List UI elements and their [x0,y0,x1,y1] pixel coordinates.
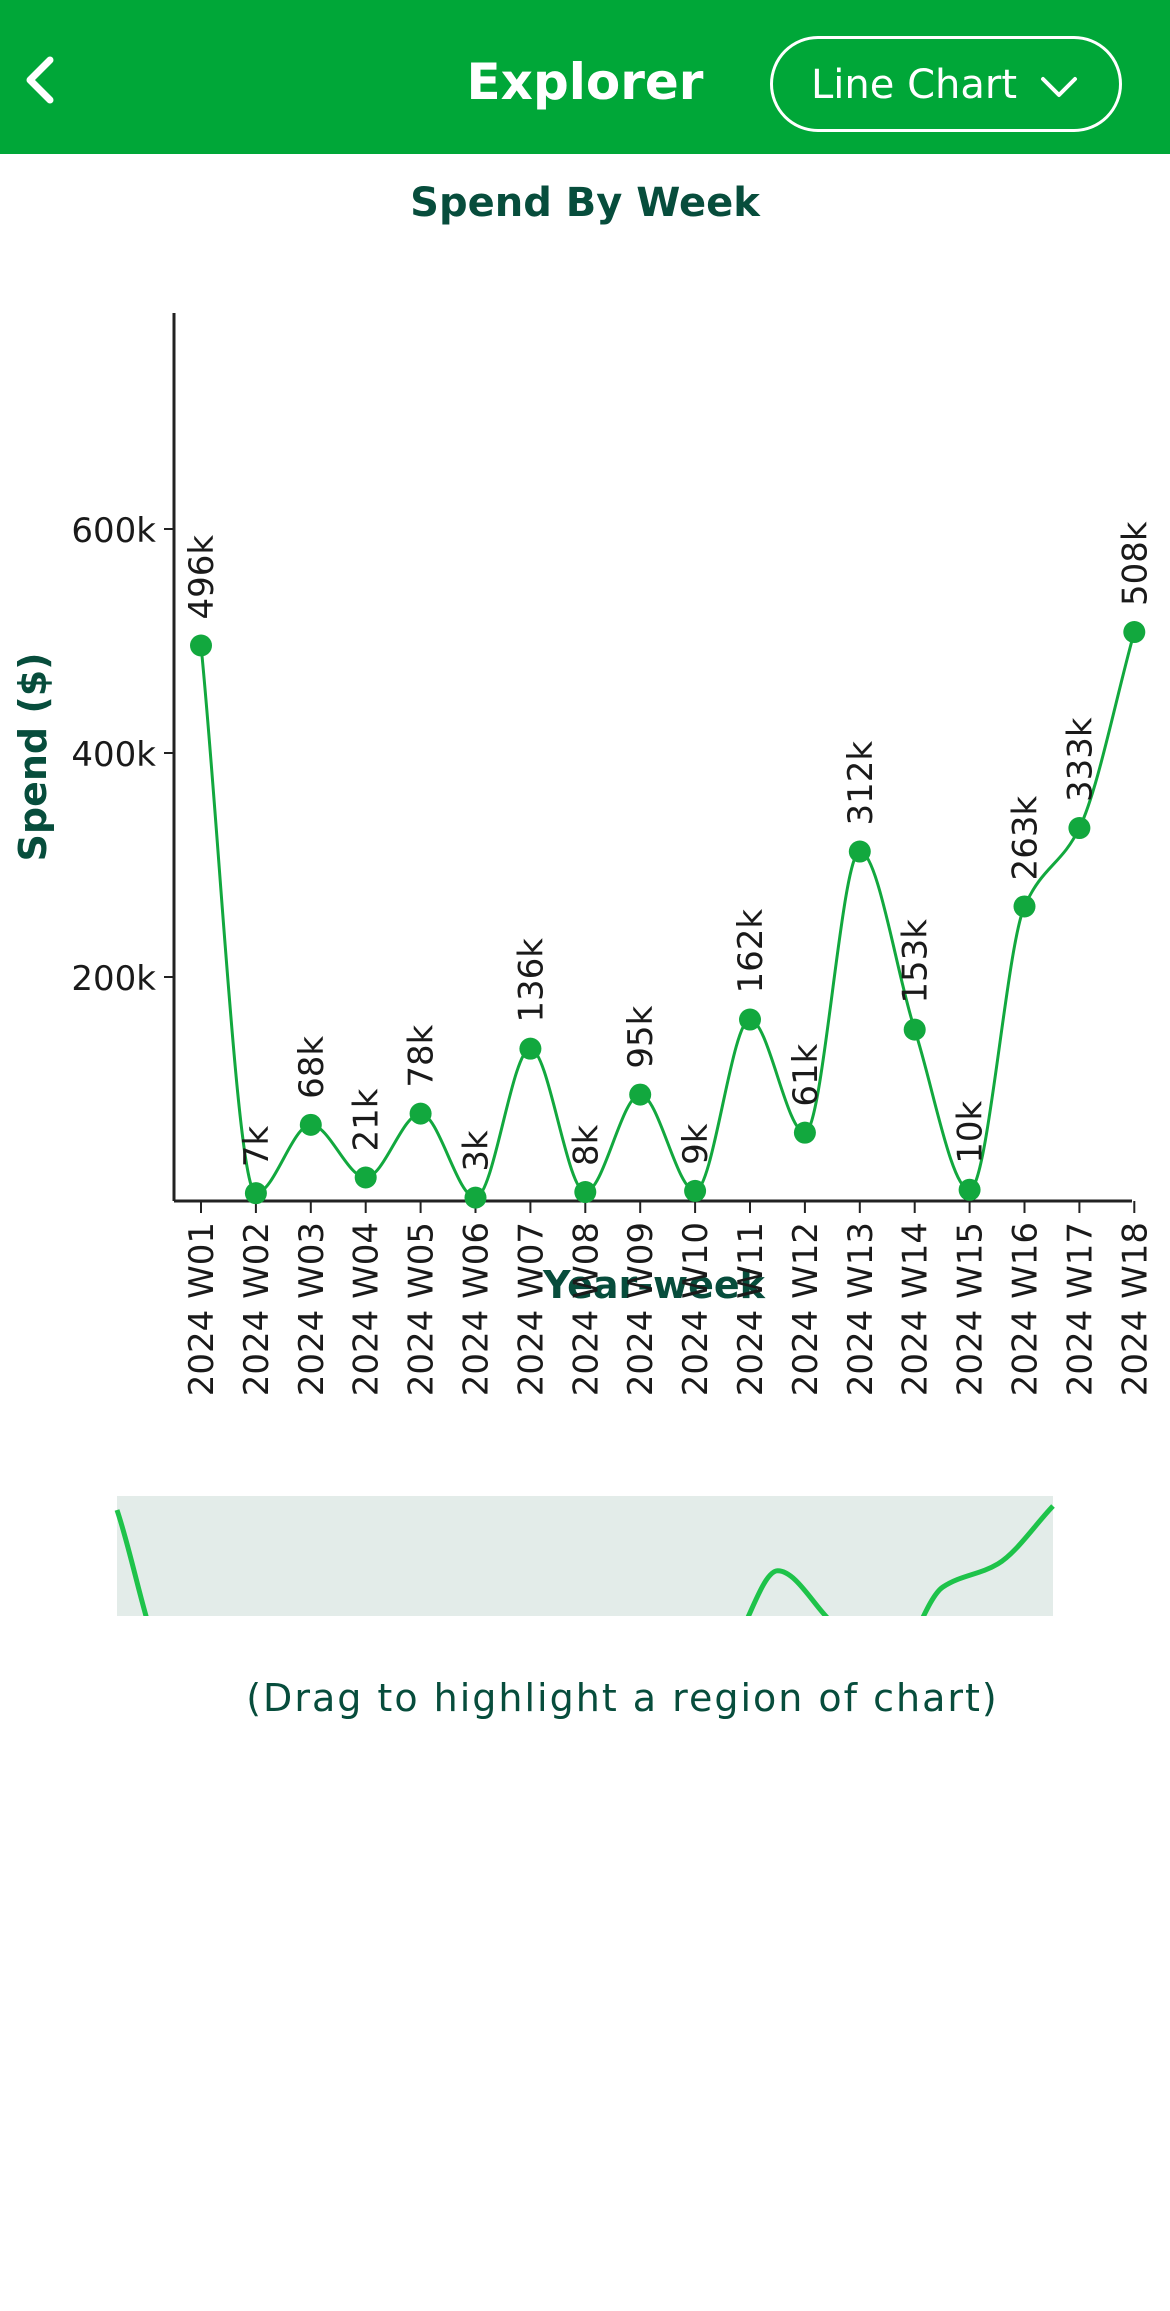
data-point[interactable] [848,840,871,863]
data-label: 8k [566,1124,606,1166]
x-axis-title: Year-week [542,1263,766,1307]
x-tick-label: 2024 W07 [511,1222,551,1396]
data-point[interactable] [299,1113,322,1136]
x-tick-label: 2024 W09 [621,1222,661,1396]
data-point[interactable] [684,1179,707,1202]
data-point[interactable] [464,1186,487,1209]
data-label: 10k [951,1101,991,1164]
x-tick-label: 2024 W05 [402,1222,442,1396]
data-point[interactable] [574,1181,597,1204]
y-tick-label: 600k [71,511,156,551]
x-tick-label: 2024 W13 [841,1222,881,1396]
x-tick-label: 2024 W04 [347,1222,387,1396]
data-label: 508k [1115,521,1155,606]
header-bar: Explorer Line Chart [0,0,1170,154]
data-label: 496k [182,535,222,620]
data-label: 68k [292,1036,332,1099]
data-label: 61k [786,1043,826,1106]
data-label: 21k [347,1088,387,1151]
data-label: 7k [237,1126,277,1168]
x-tick-label: 2024 W17 [1060,1222,1100,1396]
x-tick-label: 2024 W14 [896,1222,936,1396]
back-button[interactable] [14,52,70,108]
spend-line-chart: Spend By Week Spend ($) Year-week 200k 40… [11,180,1155,1396]
data-label: 162k [731,909,771,994]
brush-hint: (Drag to highlight a region of chart) [246,1676,999,1720]
data-point[interactable] [629,1083,652,1106]
brush-overview[interactable] [0,1496,1170,1616]
x-tick-label: 2024 W10 [676,1222,716,1396]
data-label: 312k [841,741,881,826]
data-point[interactable] [739,1008,761,1031]
data-point[interactable] [354,1166,377,1189]
x-tick-label: 2024 W02 [237,1222,277,1396]
page-title: Explorer [466,53,704,111]
data-point[interactable] [1068,817,1091,840]
data-point[interactable] [244,1182,267,1205]
y-tick-label: 400k [71,735,156,775]
data-point[interactable] [190,634,212,657]
series-line [199,631,1136,1200]
data-label: 136k [511,938,551,1023]
x-tick-label: 2024 W16 [1006,1222,1046,1396]
data-label: 9k [676,1123,716,1165]
data-label: 3k [457,1130,497,1172]
data-label: 333k [1060,717,1100,802]
data-point[interactable] [903,1018,926,1041]
y-axis-title: Spend ($) [11,653,55,862]
x-tick-label: 2024 W11 [731,1222,771,1396]
data-label: 263k [1006,796,1046,881]
data-label: 78k [402,1024,442,1087]
data-point[interactable] [793,1121,816,1144]
data-label: 153k [896,919,936,1004]
data-label: 95k [621,1005,661,1068]
x-tick-label: 2024 W08 [566,1222,606,1396]
x-tick-label: 2024 W06 [457,1222,497,1396]
x-tick-label: 2024 W12 [786,1222,826,1396]
data-point[interactable] [409,1102,432,1125]
chevron-left-icon [26,56,54,104]
x-tick-label: 2024 W18 [1115,1222,1155,1396]
y-tick-label: 200k [71,959,156,999]
chart-type-dropdown[interactable]: Line Chart [770,36,1122,132]
chevron-down-icon [1041,77,1077,97]
data-point[interactable] [1123,621,1146,644]
x-tick-label: 2024 W01 [182,1222,222,1396]
x-tick-label: 2024 W15 [951,1222,991,1396]
data-point[interactable] [519,1037,542,1060]
brush-area[interactable] [117,1496,1053,1616]
x-tick-label: 2024 W03 [292,1222,332,1396]
data-point[interactable] [958,1178,981,1201]
chart-type-selected-label: Line Chart [811,62,1017,108]
chart-title: Spend By Week [410,180,761,226]
data-point[interactable] [1013,895,1036,918]
